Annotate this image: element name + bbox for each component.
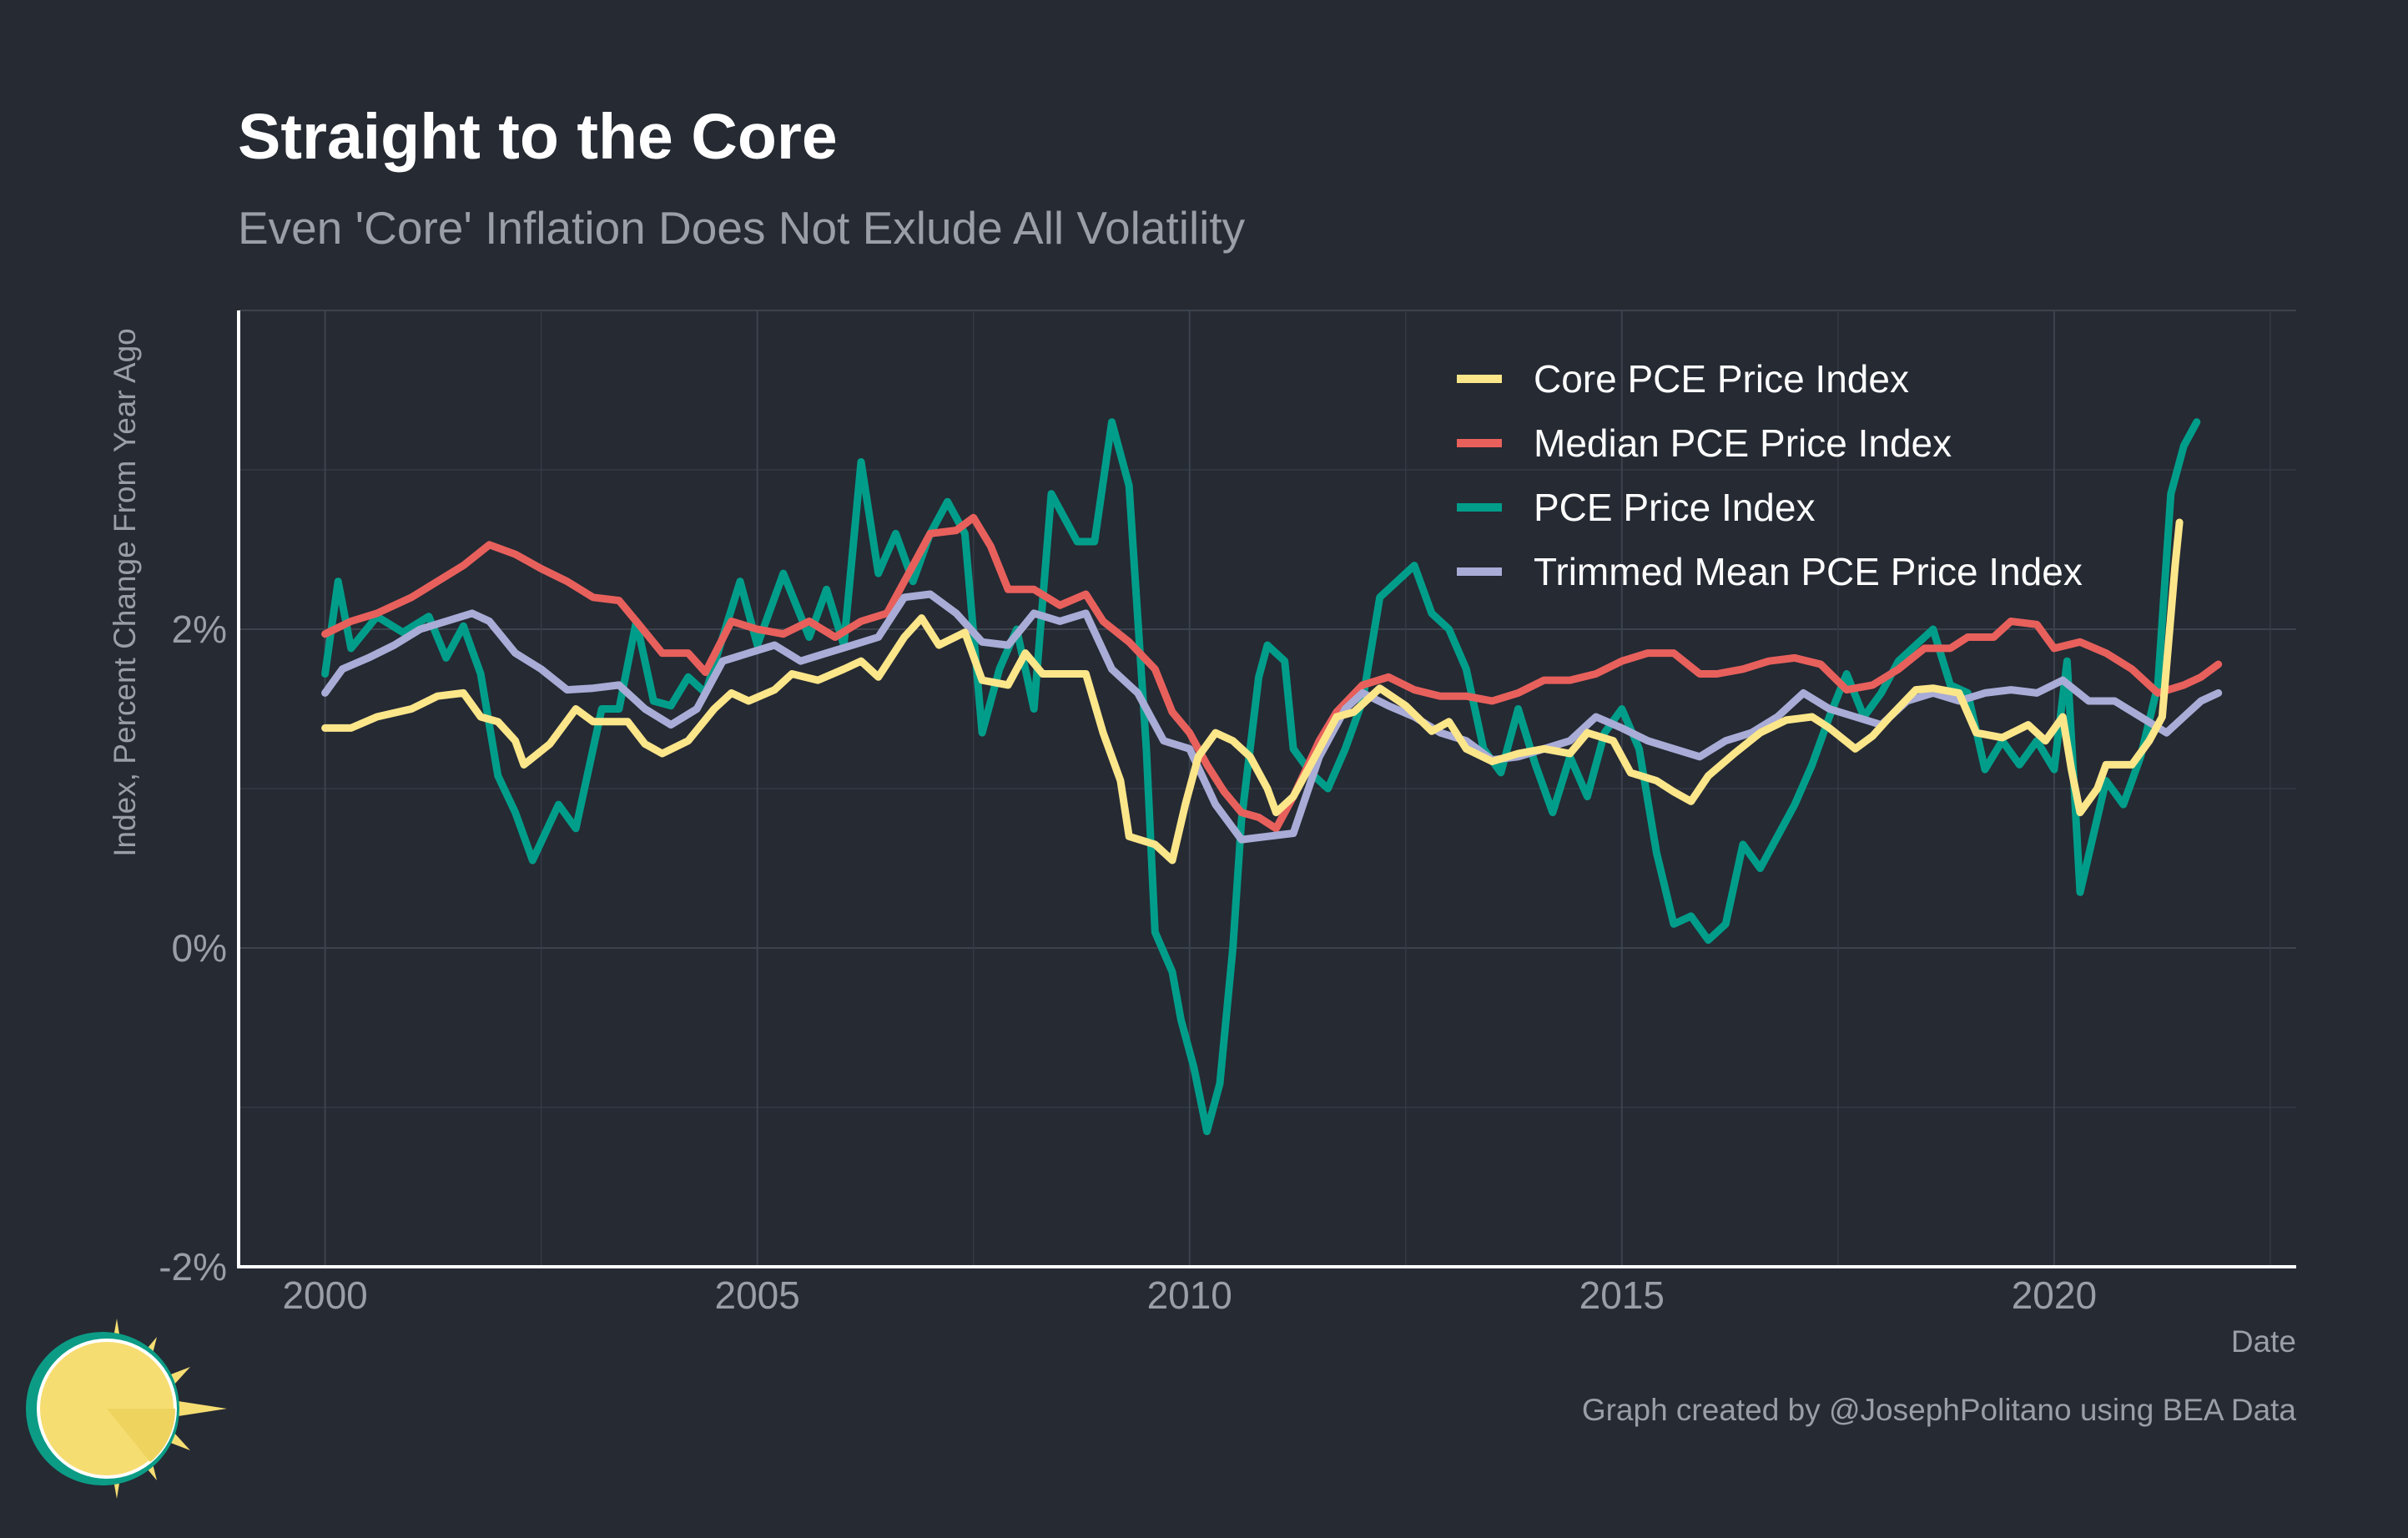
chart-subtitle: Even 'Core' Inflation Does Not Exlude Al… — [238, 202, 1246, 254]
x-tick-label: 2005 — [715, 1273, 800, 1317]
legend-label: PCE Price Index — [1534, 486, 1815, 529]
x-axis-ticks: 2000 2005 2010 2015 2020 — [282, 1273, 2097, 1317]
series-line — [321, 518, 2184, 865]
sun-shadow — [107, 1409, 176, 1462]
legend: Core PCE Price Index Median PCE Price Ind… — [1457, 357, 2083, 593]
sun-logo — [26, 1319, 227, 1499]
x-axis-title: Date — [2231, 1324, 2296, 1359]
legend-label: Core PCE Price Index — [1534, 357, 1909, 401]
x-tick-label: 2000 — [282, 1273, 367, 1317]
series-line — [321, 418, 2201, 1136]
chart-title: Straight to the Core — [238, 101, 838, 173]
series-line — [321, 590, 2223, 844]
series-lines — [321, 418, 2223, 1136]
y-axis-ticks: -2% 0% 2% — [159, 608, 227, 1288]
x-tick-label: 2015 — [1579, 1273, 1665, 1317]
y-tick-label: 2% — [172, 608, 227, 651]
y-tick-label: -2% — [159, 1245, 227, 1288]
gridlines — [239, 310, 2296, 1268]
legend-label: Median PCE Price Index — [1534, 421, 1952, 465]
chart-caption: Graph created by @JosephPolitano using B… — [1582, 1393, 2297, 1427]
x-tick-label: 2010 — [1147, 1273, 1232, 1317]
series-line — [321, 513, 2223, 833]
legend-label: Trimmed Mean PCE Price Index — [1534, 550, 2083, 593]
y-tick-label: 0% — [172, 926, 227, 970]
y-axis-title: Index, Percent Change From Year Ago — [108, 328, 142, 857]
x-tick-label: 2020 — [2012, 1273, 2097, 1317]
